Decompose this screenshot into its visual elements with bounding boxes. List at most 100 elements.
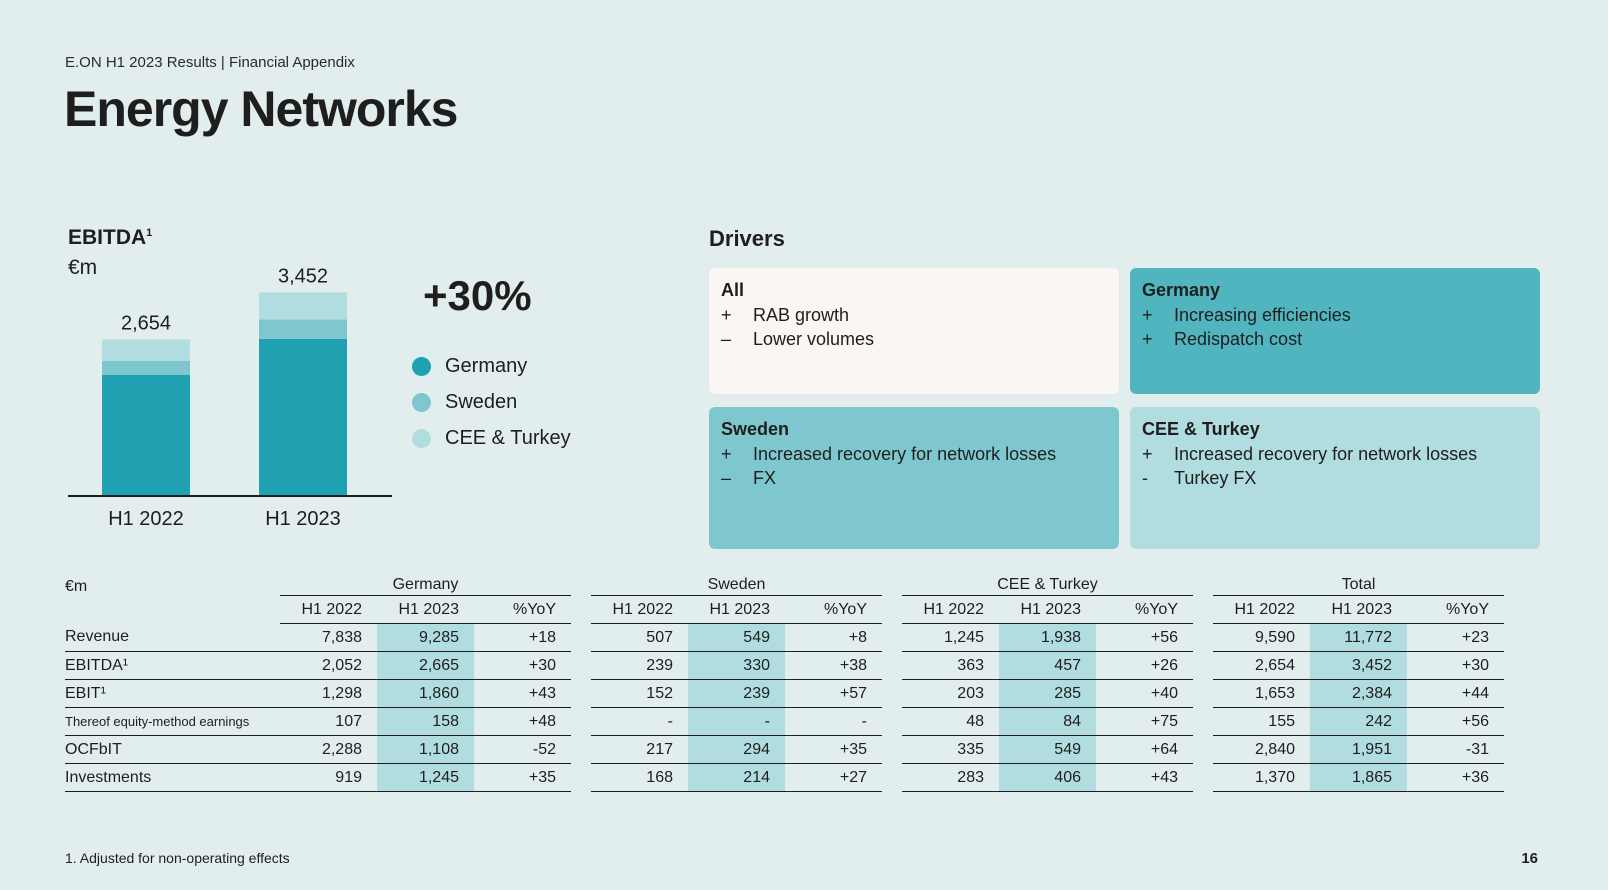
table-row: Thereof equity-method earnings 107 158 +48-… <box>65 707 1504 736</box>
table-cell: +40 <box>1096 679 1193 708</box>
table-cell: 203 <box>902 679 999 708</box>
driver-text: Increasing efficiencies <box>1174 305 1351 325</box>
table-cell: 2,654 <box>1213 651 1310 680</box>
table-gap <box>571 652 591 680</box>
table-cell: 9,590 <box>1213 623 1310 652</box>
table-cell: 1,370 <box>1213 763 1310 792</box>
driver-text: Turkey FX <box>1174 468 1257 488</box>
driver-sign: + <box>1142 305 1153 325</box>
footnote: 1. Adjusted for non-operating effects <box>65 850 290 866</box>
driver-sign: - <box>1142 468 1148 488</box>
table-cell: - <box>785 707 882 736</box>
table-gap <box>882 570 902 596</box>
table-cell: 155 <box>1213 707 1310 736</box>
table-cell: 2,665 <box>377 651 474 680</box>
driver-sign: + <box>721 444 732 464</box>
table-cell: +64 <box>1096 735 1193 764</box>
table-cell: 363 <box>902 651 999 680</box>
table-gap <box>571 680 591 708</box>
driver-line: + Increasing efficiencies <box>1142 303 1528 327</box>
legend-label: CEE & Turkey <box>445 426 571 449</box>
x-axis-tick-label: H1 2022 <box>108 508 184 530</box>
table-gap <box>882 708 902 736</box>
table-cell: -52 <box>474 735 571 764</box>
table-group-header: CEE & Turkey <box>902 570 1193 596</box>
legend-label: Sweden <box>445 390 518 413</box>
table-row-label: EBIT¹ <box>65 679 280 708</box>
driver-box-heading: Sweden <box>721 419 790 439</box>
table-group-header: Germany <box>280 570 571 596</box>
table-row-label: Revenue <box>65 623 280 652</box>
table-gap <box>1193 570 1213 596</box>
table-gap <box>1193 652 1213 680</box>
driver-sign: – <box>721 468 732 488</box>
table-cell: 335 <box>902 735 999 764</box>
table-column-header: H1 2023 <box>377 595 474 624</box>
table-gap <box>882 680 902 708</box>
table-cell: 242 <box>1310 707 1407 736</box>
bar-segment-cee-turkey <box>259 292 347 320</box>
table-cell: 158 <box>377 707 474 736</box>
legend-item: CEE & Turkey <box>412 420 571 456</box>
table-cell: +36 <box>1407 763 1504 792</box>
table-gap <box>571 624 591 652</box>
bar-segment-germany <box>259 338 347 496</box>
table-cell: +48 <box>474 707 571 736</box>
table-cell: 294 <box>688 735 785 764</box>
table-cell: +27 <box>785 763 882 792</box>
driver-line: + RAB growth <box>721 303 1107 327</box>
bar-segment-sweden <box>102 360 190 375</box>
table-cell: +75 <box>1096 707 1193 736</box>
driver-box: Germany + Increasing efficiencies + Redispat… <box>1130 268 1540 394</box>
table-column-header: %YoY <box>785 595 882 624</box>
table-cell: +18 <box>474 623 571 652</box>
bar-segment-sweden <box>259 319 347 339</box>
legend-item: Germany <box>412 348 571 384</box>
table-gap <box>882 624 902 652</box>
table-cell: 48 <box>902 707 999 736</box>
driver-text: Redispatch cost <box>1174 329 1303 349</box>
table-cell: 1,865 <box>1310 763 1407 792</box>
table-cell: +35 <box>785 735 882 764</box>
table-cell: 330 <box>688 651 785 680</box>
table-cell: -31 <box>1407 735 1504 764</box>
table-row-label: Investments <box>65 763 280 792</box>
table-gap <box>1193 764 1213 792</box>
table-row-label: Thereof equity-method earnings <box>65 707 280 736</box>
table-column-header: H1 2023 <box>688 595 785 624</box>
ebitda-bar-chart: 2,654 H1 2022 3,452 H1 2023 <box>68 265 392 530</box>
table-row: Investments 919 1,245 +35 168 214 +27 283 406 +43… <box>65 763 1504 792</box>
table-cell: +57 <box>785 679 882 708</box>
table-cell: 1,951 <box>1310 735 1407 764</box>
driver-box: CEE & Turkey + Increased recovery for netw… <box>1130 407 1540 549</box>
table-cell: 239 <box>688 679 785 708</box>
driver-text: FX <box>753 468 777 488</box>
table-cell: 2,384 <box>1310 679 1407 708</box>
table-cell: 2,052 <box>280 651 377 680</box>
table-cell: 549 <box>999 735 1096 764</box>
table-gap <box>571 596 591 624</box>
table-gap <box>571 570 591 596</box>
table-group-header: Total <box>1213 570 1504 596</box>
driver-line: – Lower volumes <box>721 327 1107 351</box>
table-row: EBITDA¹ 2,052 2,665 +30 239 330 +38 363 457 +26 2,… <box>65 651 1504 680</box>
drivers-title: Drivers <box>709 226 785 251</box>
table-cell: +56 <box>1407 707 1504 736</box>
table-cell: 7,838 <box>280 623 377 652</box>
table-row-label: EBITDA¹ <box>65 651 280 680</box>
chart-legend: Germany Sweden CEE & Turkey <box>412 348 571 456</box>
driver-sign: – <box>721 329 732 349</box>
growth-label: +30% <box>423 272 532 319</box>
legend-swatch <box>412 356 431 376</box>
x-axis-tick-label: H1 2023 <box>265 508 341 530</box>
table-column-header: %YoY <box>474 595 571 624</box>
table-cell: +8 <box>785 623 882 652</box>
ebitda-unit: €m <box>68 256 98 279</box>
ebitda-footnote-mark: 1 <box>146 227 153 239</box>
table-row: Revenue 7,838 9,285 +18 507 549 +8 1,245 1,938 +5… <box>65 623 1504 652</box>
table-cell: 3,452 <box>1310 651 1407 680</box>
legend-item: Sweden <box>412 384 571 420</box>
table-cell: 1,298 <box>280 679 377 708</box>
driver-line: + Increased recovery for network losses <box>721 442 1107 466</box>
table-row-label: OCFbIT <box>65 735 280 764</box>
